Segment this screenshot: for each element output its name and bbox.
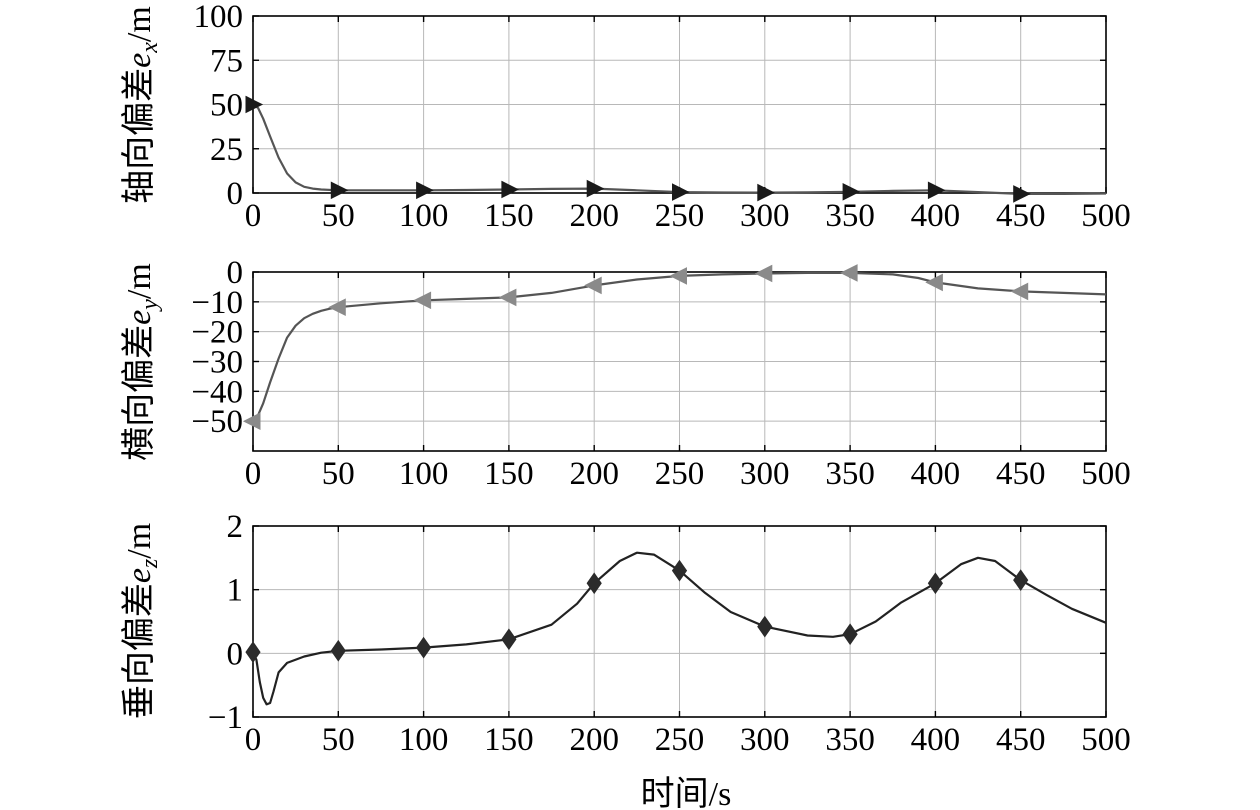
vertical-marker xyxy=(501,628,517,651)
vertical-y-title-var: e xyxy=(121,568,158,583)
axial-y-title-sub: x xyxy=(137,42,163,54)
lateral-y-tick-label: −10 xyxy=(191,285,243,321)
lateral-marker xyxy=(328,298,346,317)
axial-x-tick-label: 300 xyxy=(740,198,790,234)
vertical-x-tick-label: 200 xyxy=(569,722,619,758)
lateral-marker xyxy=(1010,282,1029,301)
vertical-x-tick-label: 300 xyxy=(740,722,790,758)
axial-deviation-chart: 0 50 100 150 200 250 300 350 400 450 5000255075100… xyxy=(120,0,1131,234)
lateral-y-title-main: 横向偏差 xyxy=(120,325,158,461)
vertical-marker xyxy=(671,559,688,582)
axial-marker xyxy=(757,183,775,202)
vertical-x-tick-label: 100 xyxy=(399,722,449,758)
lateral-x-tick-label: 150 xyxy=(484,456,534,492)
axial-y-title-var: e xyxy=(121,53,158,68)
lateral-x-tick-label: 500 xyxy=(1081,456,1131,492)
vertical-x-tick-label: 50 xyxy=(322,722,355,758)
axial-x-tick-label: 200 xyxy=(569,198,619,234)
lateral-marker xyxy=(242,412,261,431)
vertical-y-title-unit: /m xyxy=(121,523,158,559)
vertical-x-tick-label: 0 xyxy=(245,722,262,758)
axial-y-axis-title: 轴向偏差ex/m xyxy=(120,6,163,204)
vertical-x-tick-label: 150 xyxy=(484,722,534,758)
lateral-marker xyxy=(754,264,773,283)
lateral-y-tick-label: −20 xyxy=(191,315,243,351)
lateral-y-title-var: e xyxy=(121,310,158,325)
axial-marker xyxy=(330,181,349,200)
axial-y-title-main: 轴向偏差 xyxy=(120,68,158,204)
vertical-x-tick-label: 450 xyxy=(996,722,1046,758)
vertical-x-tick-label: 250 xyxy=(655,722,705,758)
lateral-x-tick-label: 250 xyxy=(655,456,705,492)
vertical-y-tick-label: 2 xyxy=(227,509,244,545)
axial-x-tick-label: 500 xyxy=(1081,198,1131,234)
lateral-marker xyxy=(669,267,687,285)
vertical-marker xyxy=(415,636,432,659)
vertical-y-tick-label: 0 xyxy=(227,636,244,672)
lateral-y-tick-label: −30 xyxy=(191,345,243,381)
axial-marker xyxy=(927,181,946,200)
lateral-y-tick-label: −50 xyxy=(191,404,243,440)
vertical-y-axis-title: 垂向偏差ez/m xyxy=(120,523,163,719)
lateral-marker xyxy=(925,273,943,292)
axial-x-tick-label: 0 xyxy=(245,198,262,234)
lateral-x-tick-label: 50 xyxy=(322,456,355,492)
axial-y-tick-label: 25 xyxy=(210,132,243,168)
lateral-x-tick-label: 350 xyxy=(825,456,875,492)
lateral-y-title-sub: y xyxy=(137,299,163,312)
axial-y-tick-label: 100 xyxy=(194,0,244,35)
lateral-x-tick-label: 0 xyxy=(245,456,262,492)
axial-marker xyxy=(1013,185,1031,203)
axial-y-tick-label: 0 xyxy=(227,176,244,212)
axial-x-tick-label: 50 xyxy=(322,198,355,234)
axial-x-tick-label: 150 xyxy=(484,198,534,234)
vertical-x-tick-label: 350 xyxy=(825,722,875,758)
x-axis-title: 时间/s xyxy=(641,776,732,810)
axial-x-tick-label: 100 xyxy=(399,198,449,234)
lateral-y-axis-title: 横向偏差ey/m xyxy=(120,263,163,461)
vertical-deviation-chart: 0 50 100 150 200 250 300 350 400 450 500−1012垂向偏差e… xyxy=(120,509,1131,758)
axial-marker xyxy=(416,181,434,200)
vertical-series-line xyxy=(252,551,1107,706)
lateral-marker xyxy=(413,291,432,310)
axial-x-tick-label: 400 xyxy=(911,198,961,234)
vertical-y-tick-label: 1 xyxy=(227,573,244,609)
lateral-marker xyxy=(584,276,602,295)
vertical-x-tick-label: 500 xyxy=(1081,722,1131,758)
lateral-x-tick-label: 400 xyxy=(911,456,961,492)
vertical-marker xyxy=(586,572,602,595)
vertical-marker xyxy=(757,615,773,638)
lateral-marker xyxy=(498,288,517,307)
axial-x-tick-label: 350 xyxy=(825,198,875,234)
axial-y-tick-label: 50 xyxy=(210,88,243,124)
axial-y-title-unit: /m xyxy=(121,6,158,42)
lateral-deviation-chart: 0 50 100 150 200 250 300 350 400 450 5000−10−20−30… xyxy=(120,255,1131,492)
lateral-y-title-unit: /m xyxy=(121,263,158,299)
vertical-y-title-main: 垂向偏差 xyxy=(120,583,158,719)
axial-marker xyxy=(842,182,861,201)
lateral-y-tick-label: 0 xyxy=(227,255,244,291)
axial-marker xyxy=(586,179,605,198)
vertical-marker xyxy=(1013,569,1029,591)
axial-x-tick-label: 450 xyxy=(996,198,1046,234)
axial-marker xyxy=(501,180,520,199)
lateral-marker xyxy=(839,264,858,282)
lateral-x-tick-label: 100 xyxy=(399,456,449,492)
vertical-marker xyxy=(842,623,858,646)
lateral-y-tick-label: −40 xyxy=(191,374,243,410)
lateral-x-tick-label: 450 xyxy=(996,456,1046,492)
lateral-x-tick-label: 200 xyxy=(569,456,619,492)
axial-x-tick-label: 250 xyxy=(655,198,705,234)
vertical-marker xyxy=(330,639,346,662)
vertical-y-tick-label: −1 xyxy=(208,700,243,736)
axial-marker xyxy=(672,183,690,201)
vertical-marker xyxy=(245,641,261,663)
vertical-y-title-sub: z xyxy=(137,558,163,569)
axial-y-tick-label: 75 xyxy=(210,43,243,79)
vertical-x-tick-label: 400 xyxy=(911,722,961,758)
lateral-x-tick-label: 300 xyxy=(740,456,790,492)
axial-marker xyxy=(245,95,264,114)
vertical-marker xyxy=(927,572,944,595)
